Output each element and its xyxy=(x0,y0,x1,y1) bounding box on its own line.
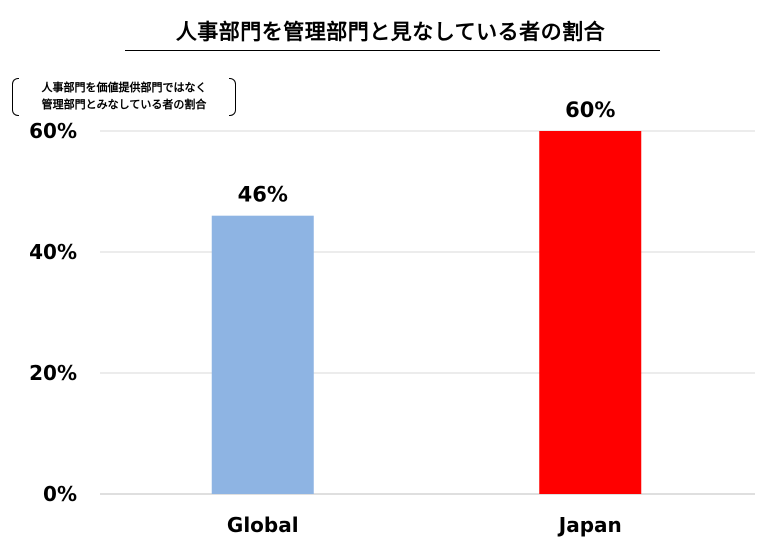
y-axis-label-line-2: 管理部門とみなしている者の割合 xyxy=(41,98,207,111)
title-underline xyxy=(125,50,660,51)
chart-title: 人事部門を管理部門と見なしている者の割合 xyxy=(175,20,606,44)
category-label: Global xyxy=(227,513,299,537)
y-axis-label-line-1: 人事部門を価値提供部門ではなく xyxy=(41,81,207,94)
y-tick-label: 40% xyxy=(29,240,77,264)
category-label: Japan xyxy=(557,513,622,537)
data-label: 46% xyxy=(238,183,288,207)
bar xyxy=(211,215,314,494)
y-tick-label: 0% xyxy=(43,482,77,506)
data-label: 60% xyxy=(565,98,615,122)
y-axis-label: 人事部門を価値提供部門ではなく 管理部門とみなしている者の割合 xyxy=(12,78,236,116)
y-tick-label: 20% xyxy=(29,361,77,385)
bar xyxy=(539,131,642,494)
left-bracket xyxy=(12,78,19,116)
y-tick-label: 60% xyxy=(29,119,77,143)
